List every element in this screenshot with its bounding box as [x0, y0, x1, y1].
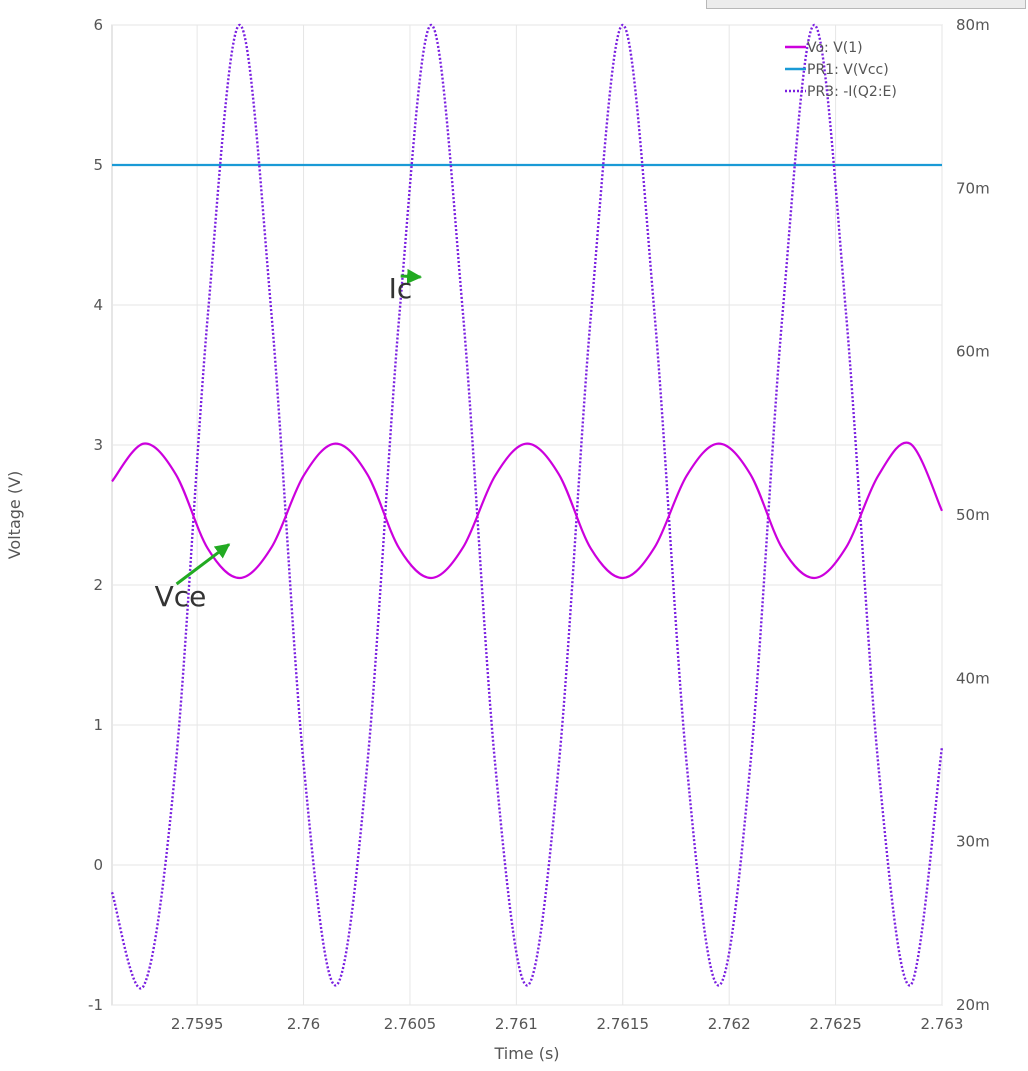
- y-tick-label: 1: [93, 716, 103, 734]
- y2-tick-label: 80m: [956, 16, 990, 34]
- y2-tick-label: 60m: [956, 343, 990, 361]
- annotation-label: Vce: [155, 580, 207, 613]
- y2-tick-label: 20m: [956, 996, 990, 1014]
- y2-tick-label: 30m: [956, 833, 990, 851]
- annotation-arrow: [175, 543, 231, 586]
- annotation-arrow: [400, 268, 423, 284]
- y-axis-title: Voltage (V): [5, 471, 24, 560]
- x-tick-label: 2.7625: [809, 1015, 862, 1033]
- legend-label: PR3: -I(Q2:E): [807, 84, 897, 100]
- y-tick-label: -1: [88, 996, 103, 1014]
- x-tick-label: 2.761: [495, 1015, 538, 1033]
- y-tick-label: 5: [93, 156, 103, 174]
- y2-tick-label: 50m: [956, 506, 990, 524]
- x-tick-label: 2.762: [708, 1015, 751, 1033]
- x-tick-label: 2.7615: [597, 1015, 650, 1033]
- annotation-label: Ic: [389, 272, 413, 305]
- y-tick-label: 6: [93, 16, 103, 34]
- y2-tick-label: 70m: [956, 179, 990, 197]
- plot-area: [111, 24, 943, 1006]
- legend-label: PR1: V(Vcc): [807, 62, 889, 78]
- legend-label: Vo: V(1): [807, 40, 863, 56]
- y-tick-label: 3: [93, 436, 103, 454]
- toolbar-box: [706, 0, 1026, 9]
- x-tick-label: 2.76: [287, 1015, 320, 1033]
- y-tick-label: 0: [93, 856, 103, 874]
- annotations: Ic Vce: [155, 268, 423, 613]
- y-tick-label: 4: [93, 296, 103, 314]
- series-layer: [110, 23, 944, 990]
- x-tick-label: 2.7595: [171, 1015, 224, 1033]
- x-tick-label: 2.763: [921, 1015, 964, 1033]
- y-axis-ticks: -1 0 1 2 3 4 5 6: [88, 16, 103, 1014]
- series-line-0: [111, 441, 943, 580]
- legend: Vo: V(1) PR1: V(Vcc) PR3: -I(Q2:E): [785, 40, 897, 100]
- y2-tick-label: 40m: [956, 669, 990, 687]
- grid-lines: [112, 24, 943, 1006]
- y-tick-label: 2: [93, 576, 103, 594]
- x-tick-label: 2.7605: [384, 1015, 437, 1033]
- y2-axis-ticks: 20m 30m 40m 50m 60m 70m 80m: [956, 16, 990, 1014]
- x-axis-title: Time (s): [493, 1044, 559, 1063]
- x-axis-ticks: 2.7595 2.76 2.7605 2.761 2.7615 2.762 2.7625 2.…: [171, 1015, 964, 1033]
